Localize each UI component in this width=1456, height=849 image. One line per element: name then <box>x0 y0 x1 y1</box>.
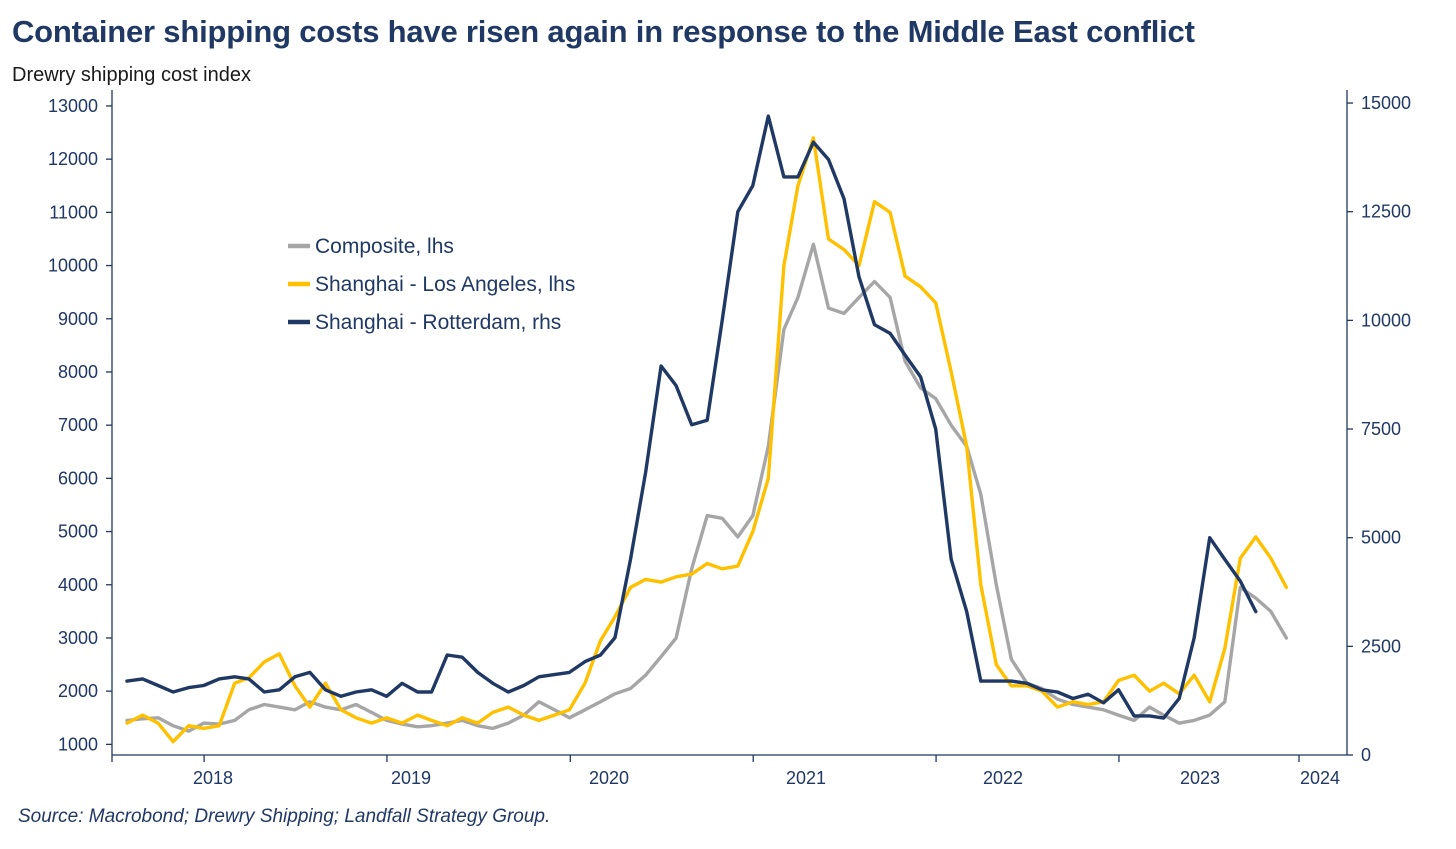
left-axis-tick-label: 5000 <box>58 522 98 542</box>
left-axis-tick-label: 1000 <box>58 734 98 754</box>
chart-title: Container shipping costs have risen agai… <box>12 14 1195 49</box>
x-axis-tick-label: 2023 <box>1180 768 1220 788</box>
right-axis-tick-label: 10000 <box>1361 310 1411 330</box>
x-axis-tick-label: 2020 <box>589 768 629 788</box>
right-axis-tick-label: 5000 <box>1361 528 1401 548</box>
left-axis-tick-label: 10000 <box>48 256 98 276</box>
chart-axes: 1000 2000 3000 4000 5000 6000 7000 8000 9000 1000… <box>48 90 1411 788</box>
left-axis-tick-label: 2000 <box>58 681 98 701</box>
chart-lines <box>125 114 1289 744</box>
chart-subtitle: Drewry shipping cost index <box>12 64 251 86</box>
right-axis-tick-label: 2500 <box>1361 636 1401 656</box>
left-axis-tick-label: 7000 <box>58 415 98 435</box>
chart-legend: Composite, lhs Shanghai - Los Angeles, lh… <box>288 235 575 334</box>
x-axis-tick-label: 2024 <box>1300 768 1340 788</box>
series-line-1 <box>125 136 1289 744</box>
legend-label-1: Shanghai - Los Angeles, lhs <box>315 273 575 296</box>
left-axis-tick-label: 12000 <box>48 149 98 169</box>
left-axis-tick-label: 11000 <box>49 202 98 222</box>
right-axis-tick-label: 12500 <box>1361 202 1411 222</box>
x-axis-tick-label: 2019 <box>391 768 431 788</box>
left-axis-tick-label: 3000 <box>58 628 98 648</box>
x-axis-tick-label: 2021 <box>786 768 826 788</box>
legend-label-2: Shanghai - Rotterdam, rhs <box>315 311 561 334</box>
left-axis-tick-label: 4000 <box>58 575 98 595</box>
series-line-0 <box>125 242 1289 733</box>
series-line-2 <box>125 114 1258 720</box>
left-axis-tick-label: 9000 <box>58 309 98 329</box>
right-axis-tick-label: 0 <box>1361 745 1371 765</box>
left-axis-tick-label: 13000 <box>48 96 98 116</box>
right-axis-tick-label: 15000 <box>1361 93 1411 113</box>
legend-label-0: Composite, lhs <box>315 235 454 258</box>
x-axis-tick-label: 2022 <box>983 768 1023 788</box>
left-axis-tick-label: 8000 <box>58 362 98 382</box>
x-axis-tick-label: 2018 <box>193 768 233 788</box>
source-note: Source: Macrobond; Drewry Shipping; Land… <box>18 806 551 827</box>
right-axis-tick-label: 7500 <box>1361 419 1401 439</box>
left-axis-tick-label: 6000 <box>58 468 98 488</box>
